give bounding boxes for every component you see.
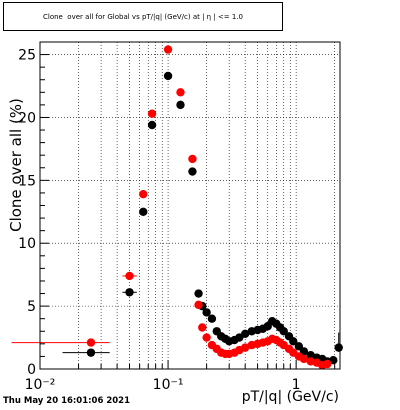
- data-point: [240, 329, 250, 338]
- data-point: [240, 343, 250, 352]
- x-tick-label: 10⁻¹: [153, 377, 184, 393]
- data-point: [176, 100, 185, 110]
- data-point: [207, 314, 217, 323]
- data-point: [147, 120, 157, 130]
- series-black: [62, 71, 343, 366]
- y-axis-label: Clone over all (%): [7, 98, 25, 232]
- data-point: [202, 333, 211, 342]
- y-tick-label: 25: [18, 48, 36, 64]
- timestamp-footer: Thu May 20 16:01:06 2021: [3, 396, 130, 406]
- data-point: [194, 300, 203, 310]
- x-tick-label: 10⁻²: [25, 377, 56, 393]
- data-point: [139, 207, 148, 216]
- data-point: [139, 189, 148, 199]
- data-point: [176, 88, 185, 97]
- data-point: [198, 323, 207, 332]
- data-point: [299, 354, 309, 364]
- data-point: [202, 308, 211, 317]
- data-point: [279, 327, 288, 336]
- data-point: [163, 71, 173, 81]
- x-tick-label: 1: [292, 377, 301, 393]
- data-point: [323, 359, 332, 369]
- y-tick-label: 20: [18, 110, 36, 126]
- axes: 0 5 10 15 20 25 10⁻² 10⁻¹ 1: [18, 41, 341, 393]
- plot-frame: [39, 41, 341, 370]
- data-point: [188, 167, 197, 176]
- y-tick-label: 0: [27, 362, 36, 378]
- chart-title: Clone over all for Global vs pT/|q| (GeV…: [42, 12, 244, 21]
- y-tick-label: 10: [18, 236, 36, 252]
- y-tick-label: 5: [27, 299, 36, 315]
- data-point: [86, 338, 96, 347]
- data-point: [289, 337, 298, 346]
- chart-title-box: Clone over all for Global vs pT/|q| (GeV…: [3, 2, 283, 31]
- grid-lines: [40, 42, 340, 369]
- series-layer: [11, 45, 343, 370]
- data-point: [334, 343, 343, 352]
- data-point: [147, 109, 157, 118]
- data-point: [329, 355, 338, 365]
- y-tick-label: 15: [18, 173, 36, 189]
- data-point: [194, 289, 203, 298]
- data-point: [125, 271, 134, 281]
- series-red: [11, 45, 332, 370]
- data-point: [86, 348, 96, 357]
- data-point: [188, 154, 197, 164]
- data-point: [125, 288, 134, 297]
- data-point: [163, 45, 173, 54]
- x-axis-label: pT/|q| (GeV/c): [242, 389, 339, 405]
